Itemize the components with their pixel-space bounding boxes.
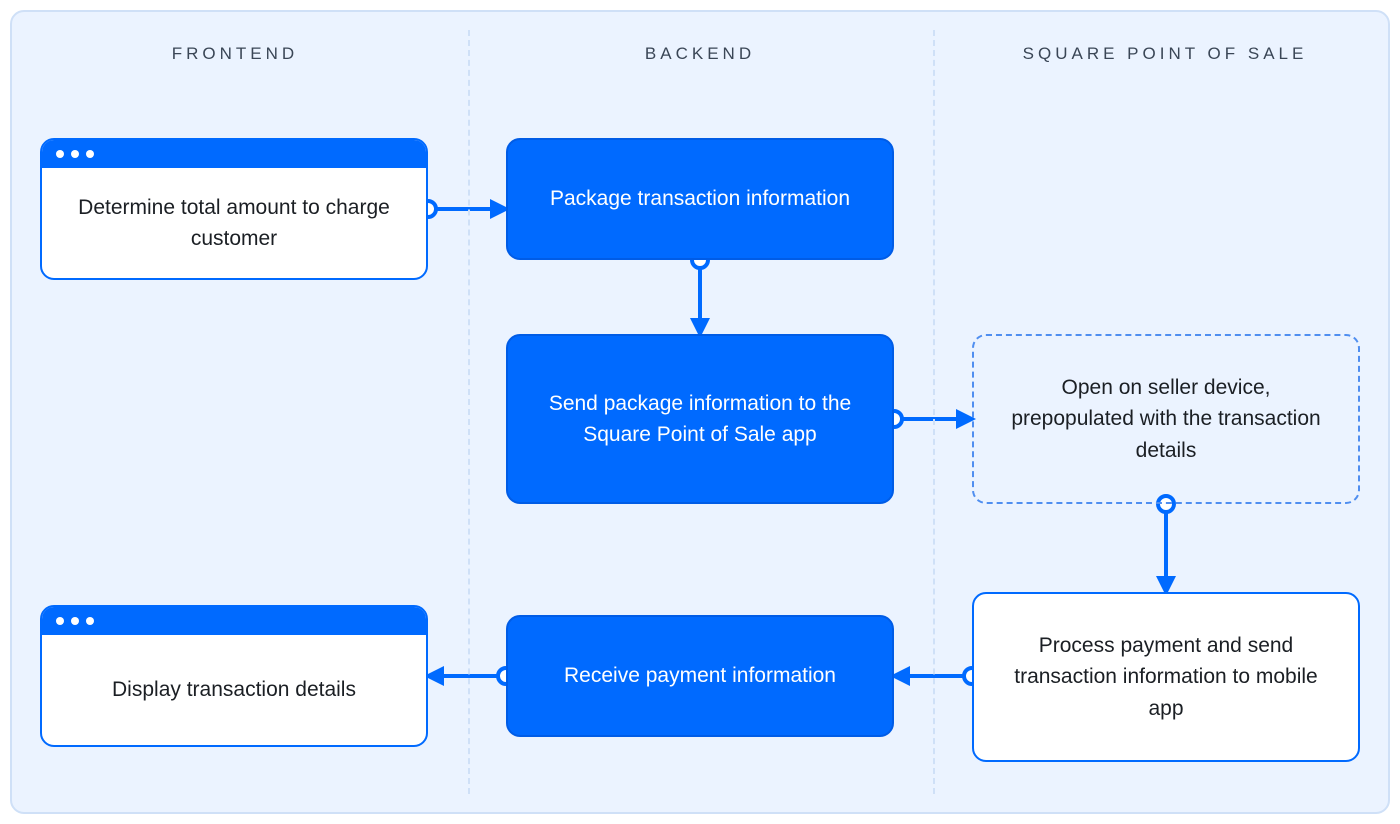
window-dot-icon [86, 617, 94, 625]
window-dot-icon [71, 617, 79, 625]
flow-node-n6: Receive payment information [506, 615, 894, 737]
browser-titlebar [42, 140, 426, 168]
window-dot-icon [56, 150, 64, 158]
flow-node-n7: Display transaction details [40, 605, 428, 747]
browser-titlebar [42, 607, 426, 635]
window-dot-icon [71, 150, 79, 158]
window-dot-icon [56, 617, 64, 625]
flow-node-label: Display transaction details [86, 635, 382, 745]
diagram-stage: FRONTEND BACKEND SQUARE POINT OF SALE Deter… [0, 0, 1400, 824]
column-divider-1 [933, 30, 935, 794]
window-dot-icon [86, 150, 94, 158]
flow-node-n3: Send package information to the Square P… [506, 334, 894, 504]
flow-node-n4: Open on seller device, prepopulated with… [972, 334, 1360, 504]
flow-node-label: Determine total amount to charge custome… [42, 168, 426, 278]
flow-node-n2: Package transaction information [506, 138, 894, 260]
column-header-frontend: FRONTEND [25, 44, 445, 64]
flow-node-n1: Determine total amount to charge custome… [40, 138, 428, 280]
flow-node-n5: Process payment and send transaction inf… [972, 592, 1360, 762]
column-divider-0 [468, 30, 470, 794]
column-header-pos: SQUARE POINT OF SALE [955, 44, 1375, 64]
column-header-backend: BACKEND [490, 44, 910, 64]
